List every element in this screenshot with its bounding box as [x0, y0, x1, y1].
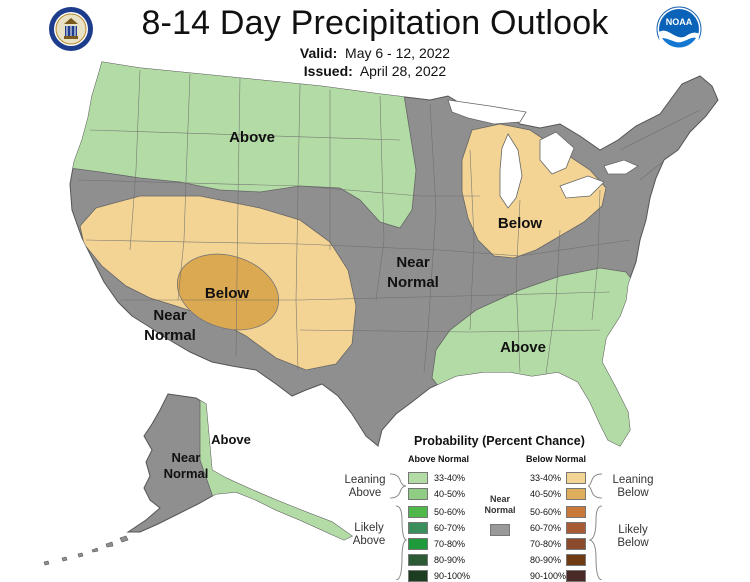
legend-above-range: 40-50% — [434, 489, 466, 499]
above-alaska-region — [199, 394, 352, 540]
legend-near-label-line1: Near — [489, 494, 510, 504]
svg-text:NOAA: NOAA — [666, 17, 693, 27]
legend-below-range: 80-90% — [530, 555, 562, 565]
below-core-region — [176, 253, 280, 331]
date-info: Valid: May 6 - 12, 2022 Issued: April 28… — [0, 44, 750, 80]
legend-likely-above-line1: Likely — [354, 522, 384, 534]
legend-above-swatch — [408, 488, 428, 500]
legend-near-normal-swatch — [490, 524, 510, 536]
label-near-normal-west-1: Near — [153, 307, 187, 324]
legend-below-swatch — [566, 538, 586, 550]
legend-above-range: 60-70% — [434, 523, 466, 533]
legend-above-range: 90-100% — [434, 571, 471, 581]
label-near-normal-alaska-2: Normal — [164, 466, 209, 481]
legend-leaning-below: Leaning Below — [606, 474, 660, 500]
label-near-normal-center-2: Normal — [387, 274, 439, 291]
legend-likely-below: Likely Below — [606, 524, 660, 550]
great-lakes — [447, 99, 639, 209]
legend-below-range: 50-60% — [530, 507, 562, 517]
legend-below-range: 60-70% — [530, 523, 562, 533]
above-north-region — [70, 62, 417, 229]
conus-map — [69, 61, 719, 447]
legend-above-swatch — [408, 506, 428, 518]
legend-below-swatch — [566, 472, 586, 484]
legend-leaning-above-line2: Above — [348, 487, 382, 499]
legend-above-header: Above Normal — [408, 454, 470, 464]
legend-below-swatch — [566, 554, 586, 566]
legend-title: Probability (Percent Chance) — [414, 434, 585, 448]
doc-seal-icon — [49, 7, 93, 51]
legend-above-swatch — [408, 538, 428, 550]
label-above-north: Above — [229, 129, 275, 146]
legend-likely-below-line2: Below — [617, 537, 649, 549]
legend-likely-below-line1: Likely — [618, 524, 648, 536]
legend: Probability (Percent Chance) Above Norma… — [340, 434, 750, 582]
legend-above-swatch — [408, 554, 428, 566]
legend-likely-above: Likely Above — [344, 522, 394, 548]
label-near-normal-west-2: Normal — [144, 327, 196, 344]
legend-below-swatch — [566, 522, 586, 534]
legend-leaning-above: Leaning Above — [340, 474, 390, 500]
label-near-normal-alaska-1: Near — [172, 450, 201, 465]
legend-near-normal-label: Near Normal — [480, 494, 520, 516]
legend-below-range: 70-80% — [530, 539, 562, 549]
page-title: 8-14 Day Precipitation Outlook — [141, 4, 609, 42]
label-below-great-lakes: Below — [498, 215, 543, 232]
label-above-alaska: Above — [211, 432, 251, 447]
legend-below-range: 90-100% — [530, 571, 567, 581]
label-above-southeast: Above — [500, 339, 546, 356]
legend-leaning-below-line2: Below — [617, 487, 649, 499]
legend-above-range: 50-60% — [434, 507, 466, 517]
label-near-normal-center-1: Near — [396, 254, 430, 271]
valid-label: Valid: — [299, 45, 338, 61]
issued-value: April 28, 2022 — [359, 63, 447, 79]
legend-above-range: 70-80% — [434, 539, 466, 549]
issued-label: Issued: — [303, 63, 353, 79]
legend-below-range: 33-40% — [530, 473, 562, 483]
legend-above-swatch — [408, 472, 428, 484]
legend-above-swatch — [408, 522, 428, 534]
legend-likely-above-line2: Above — [352, 535, 386, 547]
legend-below-header: Below Normal — [526, 454, 587, 464]
noaa-logo-icon: NOAA — [656, 6, 702, 52]
legend-leaning-below-line1: Leaning — [612, 474, 654, 486]
legend-above-range: 80-90% — [434, 555, 466, 565]
label-below-west: Below — [205, 285, 250, 302]
legend-braces — [389, 473, 603, 580]
valid-value: May 6 - 12, 2022 — [345, 45, 451, 61]
legend-near-label-line2: Normal — [484, 505, 516, 515]
legend-below-range: 40-50% — [530, 489, 562, 499]
legend-below-swatch — [566, 506, 586, 518]
legend-above-range: 33-40% — [434, 473, 466, 483]
legend-leaning-above-line1: Leaning — [344, 474, 386, 486]
legend-below-swatch — [566, 488, 586, 500]
